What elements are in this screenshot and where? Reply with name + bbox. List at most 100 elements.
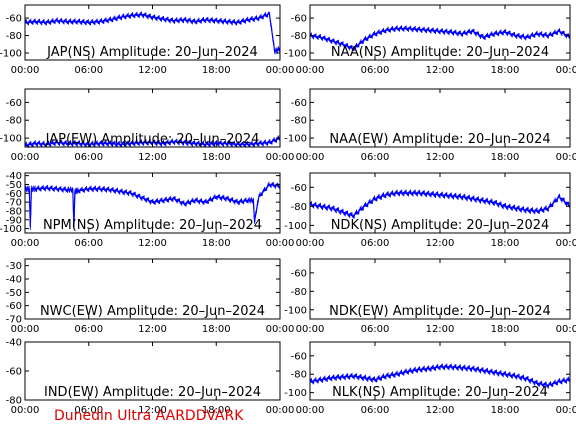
x-tick-label: 18:00 [202,152,231,163]
x-tick-label: 06:00 [361,324,390,335]
y-tick-label: -100 [284,49,307,60]
x-tick-label: 12:00 [138,65,167,76]
panel-title: IND(EW) Amplitude: 20–Jun–2024 [44,385,261,400]
panel-0: -60 -80 -100 00:00 06:00 12:00 18:00 00:00 JAP(N… [0,4,295,76]
panel-title: JAP(NS) Amplitude: 20–Jun–2024 [46,45,258,60]
x-tick-label: 12:00 [426,405,455,416]
y-tick-label: -40 [6,338,22,349]
x-tick-label: 00:00 [11,65,40,76]
y-tick-label: -60 [6,98,22,109]
y-tick-label: -60 [291,268,307,279]
x-tick-label: 18:00 [491,152,520,163]
panel-9: -60 -80 -100 00:00 06:00 12:00 18:00 00:00 NLK(N… [284,341,576,416]
x-tick-label: 06:00 [74,324,103,335]
x-tick-label: 00:00 [11,405,40,416]
y-tick-label: -50 [6,288,22,299]
x-tick-label: 00:00 [11,152,40,163]
panel-title: NAA(NS) Amplitude: 20–Jun–2024 [331,45,549,60]
x-tick-label: 12:00 [426,324,455,335]
panel-title: NWC(EW) Amplitude: 20–Jun–2024 [40,304,265,319]
x-tick-label: 00:00 [266,324,295,335]
y-tick-label: -80 [6,116,22,127]
y-tick-label: -60 [291,183,307,194]
x-tick-label: 06:00 [74,238,103,249]
x-tick-label: 06:00 [74,152,103,163]
panel-title: NPM(NS) Amplitude: 20–Jun–2024 [43,218,262,233]
x-tick-label: 18:00 [491,405,520,416]
y-tick-label: -100 [284,134,307,145]
y-tick-label: -100 [284,388,307,399]
panel-2: -60 -80 -100 00:00 06:00 12:00 18:00 00:00 JAP(E… [0,88,295,163]
x-tick-label: 00:00 [266,405,295,416]
panel-title: NDK(EW) Amplitude: 20–Jun–2024 [329,304,551,319]
x-tick-label: 18:00 [202,238,231,249]
panel-5: -60 -80 -100 00:00 06:00 12:00 18:00 00:00 NDK(N… [284,172,576,249]
x-tick-label: 12:00 [138,152,167,163]
y-tick-label: -40 [6,171,22,182]
x-tick-label: 06:00 [361,65,390,76]
x-tick-label: 06:00 [361,405,390,416]
panel-title: NDK(NS) Amplitude: 20–Jun–2024 [331,218,550,233]
x-tick-label: 00:00 [556,152,576,163]
y-tick-label: -60 [6,367,22,378]
x-tick-label: 06:00 [74,65,103,76]
y-tick-label: -80 [6,396,22,407]
series-noise [24,181,280,231]
x-tick-label: 00:00 [11,324,40,335]
x-tick-label: 18:00 [202,405,231,416]
x-tick-label: 18:00 [491,324,520,335]
y-tick-label: -80 [291,287,307,298]
x-tick-label: 06:00 [361,238,390,249]
y-tick-label: -80 [291,31,307,42]
y-tick-label: -70 [6,315,22,326]
footer-credit: Dunedin Ultra AARDDVARK [54,408,244,424]
series-noise [309,189,570,219]
y-tick-label: -30 [6,261,22,272]
y-tick-label: -100 [284,305,307,316]
panel-title: JAP(EW) Amplitude: 20–Jun–2024 [45,132,260,147]
y-tick-label: -90 [6,215,22,226]
panel-1: -60 -80 -100 00:00 06:00 12:00 18:00 00:00 NAA(N… [284,4,576,76]
y-tick-label: -80 [6,206,22,217]
y-tick-label: -100 [0,134,22,145]
panel-title: NLK(NS) Amplitude: 20–Jun–2024 [332,385,548,400]
y-tick-label: -60 [291,351,307,362]
x-tick-label: 00:00 [266,152,295,163]
y-tick-label: -50 [6,180,22,191]
x-tick-label: 12:00 [426,152,455,163]
y-tick-label: -80 [6,31,22,42]
x-tick-label: 18:00 [202,324,231,335]
y-tick-label: -80 [291,370,307,381]
panel-title: NAA(EW) Amplitude: 20–Jun–2024 [329,132,550,147]
x-tick-label: 00:00 [266,238,295,249]
x-tick-label: 06:00 [74,405,103,416]
y-tick-label: -60 [6,189,22,200]
x-tick-label: 00:00 [296,238,325,249]
y-tick-label: -40 [6,275,22,286]
x-tick-label: 06:00 [361,152,390,163]
x-tick-label: 00:00 [556,65,576,76]
panel-7: -60 -80 -100 00:00 06:00 12:00 18:00 00:00 NDK(E… [284,258,576,335]
x-tick-label: 00:00 [11,238,40,249]
series-noise [309,363,570,389]
x-tick-label: 18:00 [202,65,231,76]
x-tick-label: 12:00 [138,324,167,335]
x-tick-label: 00:00 [556,324,576,335]
x-tick-label: 00:00 [296,324,325,335]
x-tick-label: 00:00 [296,405,325,416]
x-tick-label: 18:00 [491,238,520,249]
x-tick-label: 12:00 [426,238,455,249]
y-tick-label: -80 [291,202,307,213]
panel-3: -60 -80 -100 00:00 06:00 12:00 18:00 00:00 NAA(E… [284,88,576,163]
y-tick-label: -100 [0,224,22,235]
series-noise [309,25,570,52]
series-noise [24,11,281,55]
y-tick-label: -100 [284,221,307,232]
x-tick-label: 00:00 [266,65,295,76]
x-tick-label: 18:00 [491,65,520,76]
x-tick-label: 12:00 [138,405,167,416]
x-tick-label: 00:00 [296,65,325,76]
